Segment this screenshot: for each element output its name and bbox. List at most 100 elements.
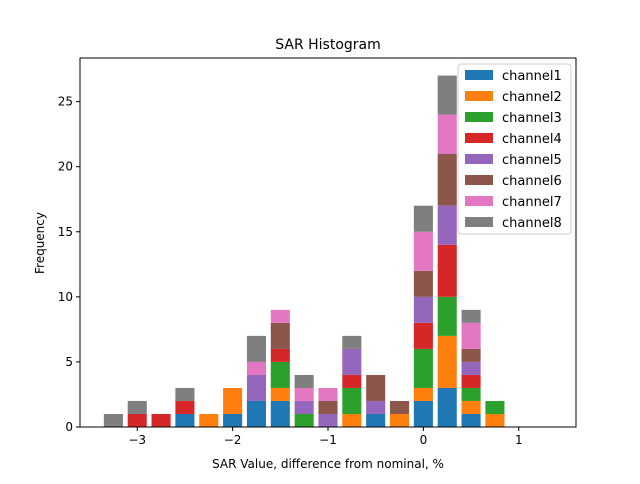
bar-channel6-15	[461, 348, 481, 362]
bar-channel6-7	[270, 322, 290, 349]
bar-channel2-4	[199, 413, 219, 427]
bar-channel4-2	[151, 413, 171, 427]
x-tick-label-2: −1	[319, 433, 337, 447]
bar-channel1-15	[461, 413, 481, 427]
bar-channel2-7	[270, 387, 290, 401]
x-tick-label-3: 0	[420, 433, 428, 447]
bar-channel3-8	[294, 413, 314, 427]
y-axis-label: Frequency	[33, 212, 47, 274]
legend-label-channel8: channel8	[502, 216, 562, 231]
y-tick-label-0: 0	[65, 420, 73, 434]
y-tick-label-5: 25	[58, 95, 73, 109]
bar-channel4-13	[413, 322, 433, 349]
legend-swatch-channel4	[465, 133, 493, 143]
bar-channel4-3	[175, 400, 195, 414]
bar-channel8-15	[461, 309, 481, 323]
bar-channel4-15	[461, 374, 481, 388]
legend-label-channel3: channel3	[502, 111, 562, 126]
bar-channel8-10	[342, 335, 362, 349]
bar-channel6-11	[366, 374, 386, 401]
bar-channel5-9	[318, 413, 338, 427]
legend-swatch-channel5	[465, 154, 493, 164]
bar-channel3-10	[342, 387, 362, 414]
x-axis-label: SAR Value, difference from nominal, %	[212, 457, 444, 471]
bar-channel5-10	[342, 348, 362, 375]
bar-channel8-6	[246, 335, 266, 362]
bar-channel8-1	[127, 400, 147, 414]
legend-label-channel4: channel4	[502, 132, 562, 147]
bar-channel3-14	[437, 296, 457, 336]
legend-swatch-channel2	[465, 91, 493, 101]
bar-channel7-8	[294, 387, 314, 401]
legend-label-channel1: channel1	[502, 69, 562, 84]
bar-channel8-3	[175, 387, 195, 401]
bar-channel1-6	[246, 400, 266, 427]
legend-label-channel6: channel6	[502, 174, 562, 189]
bar-channel2-12	[390, 413, 410, 427]
bar-channel2-16	[485, 413, 505, 427]
bar-channel5-11	[366, 400, 386, 414]
legend-label-channel5: channel5	[502, 153, 562, 168]
bar-channel3-15	[461, 387, 481, 401]
y-tick-label-1: 5	[65, 355, 73, 369]
bar-channel2-10	[342, 413, 362, 427]
bar-channel5-15	[461, 361, 481, 375]
legend-swatch-channel3	[465, 112, 493, 122]
bar-channel6-13	[413, 270, 433, 297]
y-tick-label-2: 10	[58, 290, 73, 304]
bar-channel4-1	[127, 413, 147, 427]
x-tick-label-0: −3	[128, 433, 146, 447]
x-tick-label-1: −2	[224, 433, 242, 447]
legend-swatch-channel6	[465, 175, 493, 185]
bar-channel7-14	[437, 114, 457, 154]
bar-channel7-7	[270, 309, 290, 323]
y-tick-label-3: 15	[58, 225, 73, 239]
y-axis-ticks: 0 5 10 15 20 25	[58, 95, 80, 434]
bar-channel3-13	[413, 348, 433, 388]
bar-channel7-15	[461, 322, 481, 349]
x-axis-ticks: −3 −2 −1 0 1	[128, 427, 523, 447]
bar-channel1-7	[270, 400, 290, 427]
y-tick-label-4: 20	[58, 160, 73, 174]
bar-channel1-3	[175, 413, 195, 427]
bar-channel2-14	[437, 335, 457, 388]
x-tick-label-4: 1	[515, 433, 523, 447]
bar-channel1-13	[413, 400, 433, 427]
bar-channel8-8	[294, 374, 314, 388]
bar-channel1-14	[437, 387, 457, 427]
bar-channel3-7	[270, 361, 290, 388]
legend: channel1 channel2 channel3 channel4 channel5…	[457, 63, 572, 235]
bar-channel6-9	[318, 400, 338, 414]
bar-channel6-14	[437, 153, 457, 206]
bar-channel4-14	[437, 244, 457, 297]
bar-channel4-10	[342, 374, 362, 388]
bar-channel2-5	[223, 387, 243, 414]
bar-channel3-16	[485, 400, 505, 414]
legend-frame	[457, 63, 572, 235]
bar-channel5-8	[294, 400, 314, 414]
legend-label-channel7: channel7	[502, 195, 562, 210]
bar-channel8-13	[413, 205, 433, 232]
legend-swatch-channel1	[465, 70, 493, 80]
bar-channel7-13	[413, 231, 433, 271]
bar-channel8-0	[103, 413, 123, 427]
bar-channel1-11	[366, 413, 386, 427]
bar-channel5-14	[437, 205, 457, 245]
chart-title: SAR Histogram	[275, 37, 381, 53]
bar-channel1-5	[223, 413, 243, 427]
bar-channel2-15	[461, 400, 481, 414]
bar-channel8-14	[437, 75, 457, 115]
bar-channel2-13	[413, 387, 433, 401]
legend-swatch-channel7	[465, 196, 493, 206]
bar-channel5-13	[413, 296, 433, 323]
bars-group	[103, 75, 505, 427]
bar-channel7-9	[318, 387, 338, 401]
bar-channel7-6	[246, 361, 266, 375]
bar-channel4-7	[270, 348, 290, 362]
legend-label-channel2: channel2	[502, 90, 562, 105]
legend-swatch-channel8	[465, 217, 493, 227]
bar-channel5-6	[246, 374, 266, 401]
bar-channel6-12	[390, 400, 410, 414]
